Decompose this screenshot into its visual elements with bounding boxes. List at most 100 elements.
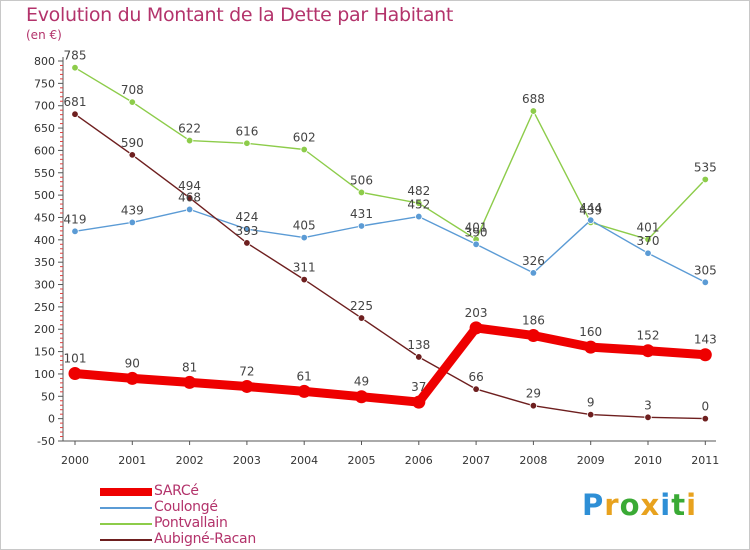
series-line-sarc [70,323,710,407]
x-tick-label: 2005 [348,454,376,467]
y-tick-label: 550 [34,167,55,180]
y-tick-label: 500 [34,189,55,202]
x-tick-label: 2008 [519,454,547,467]
data-label-pontvallain: 401 [637,220,660,234]
data-point-pontvallain [529,107,538,115]
data-point-pontvallain [128,98,136,106]
brand-logo-letter: r [604,488,620,522]
data-point-coulong [71,227,79,236]
data-label-aubign-racan: 311 [293,261,316,275]
y-tick-label: 750 [34,77,55,90]
data-point-pontvallain [644,235,652,244]
brand-logo-letter: P [582,488,605,522]
legend-swatch-sarc [100,488,152,496]
legend-swatch-aubign-racan [100,539,152,541]
y-tick-label: 50 [41,390,55,403]
data-point-coulong [529,269,538,277]
data-label-sarc: 72 [239,364,254,378]
y-tick-label: 200 [34,323,55,336]
data-label-sarc: 49 [354,375,369,389]
y-tick-label: 250 [34,301,55,314]
data-point-aubign-racan [185,194,194,202]
data-label-sarc: 186 [522,313,545,327]
data-point-coulong [128,218,136,227]
data-label-pontvallain: 401 [465,220,488,234]
data-label-aubign-racan: 66 [468,370,483,384]
data-label-sarc: 61 [297,369,312,383]
y-tick-label: -50 [37,435,55,448]
series-line-aubign-racan [74,113,706,420]
axes: -50 0 50 100 150 200 250 300 350 400 450 500 550 600 6… [34,55,719,467]
data-point-aubign-racan [701,414,709,423]
data-point-sarc [183,375,197,389]
brand-logo-letter: t [671,488,687,522]
data-point-aubign-racan [529,401,538,410]
legend-label-coulong: Coulongé [154,499,218,515]
x-tick-label: 2003 [233,454,261,467]
data-point-sarc [641,344,655,358]
data-label-pontvallain: 535 [694,160,717,174]
data-label-coulong: 431 [350,207,373,221]
data-label-aubign-racan: 3 [644,398,652,412]
data-point-coulong [415,212,423,221]
x-tick-label: 2010 [634,454,662,467]
data-labels: 785 708 622 616 602 506 482 401 688 439 401 535 419 4… [64,49,717,414]
data-label-aubign-racan: 590 [121,136,144,150]
data-label-pontvallain: 506 [350,173,373,187]
data-label-coulong: 419 [64,212,87,226]
legend-swatch-coulong [100,507,152,509]
data-point-sarc [68,366,82,380]
data-point-aubign-racan [71,110,79,118]
data-point-aubign-racan [472,385,480,393]
data-label-sarc: 203 [465,306,488,320]
y-tick-label: 650 [34,122,55,135]
brand-logo-letter: i [660,488,672,522]
chart-unit-label: (en €) [26,28,62,42]
x-tick-label: 2000 [61,454,89,467]
y-tick-label: 0 [48,413,55,426]
data-point-coulong [644,249,652,257]
data-label-aubign-racan: 681 [64,95,87,109]
data-label-coulong: 326 [522,254,545,268]
data-label-pontvallain: 616 [235,124,258,138]
data-label-aubign-racan: 138 [407,338,430,352]
data-point-sarc [412,395,426,409]
x-tick-label: 2002 [176,454,204,467]
data-point-coulong [587,216,595,224]
x-tick-label: 2004 [290,454,318,467]
x-tick-label: 2011 [691,454,719,467]
data-point-sarc [240,379,254,393]
data-label-sarc: 152 [637,329,660,343]
data-label-aubign-racan: 9 [587,396,595,410]
data-point-sarc [297,384,311,398]
data-label-aubign-racan: 494 [178,179,201,193]
data-label-sarc: 101 [64,351,87,365]
data-label-sarc: 37 [411,380,426,394]
data-point-aubign-racan [415,353,423,361]
data-point-sarc [469,321,483,335]
data-label-pontvallain: 602 [293,131,316,145]
y-tick-label: 100 [34,368,55,381]
y-tick-label: 300 [34,279,55,292]
x-tick-label: 2007 [462,454,490,467]
data-label-coulong: 390 [465,225,488,239]
data-label-aubign-racan: 393 [235,224,258,238]
brand-logo-letter: i [686,488,698,522]
data-label-aubign-racan: 29 [526,387,541,401]
data-label-coulong: 444 [579,201,602,215]
data-label-sarc: 143 [694,333,717,347]
data-point-coulong [701,278,709,286]
data-label-sarc: 90 [125,356,140,370]
series-lines [68,64,712,423]
data-point-sarc [526,328,540,342]
data-label-pontvallain: 622 [178,122,201,136]
legend-label-sarc: SARCé [154,483,199,499]
data-point-pontvallain [701,175,709,184]
data-point-aubign-racan [644,413,652,422]
brand-logo-letter: o [619,488,641,522]
y-tick-label: 400 [34,234,55,247]
y-tick-label: 700 [34,100,55,113]
data-label-coulong: 405 [293,219,316,233]
